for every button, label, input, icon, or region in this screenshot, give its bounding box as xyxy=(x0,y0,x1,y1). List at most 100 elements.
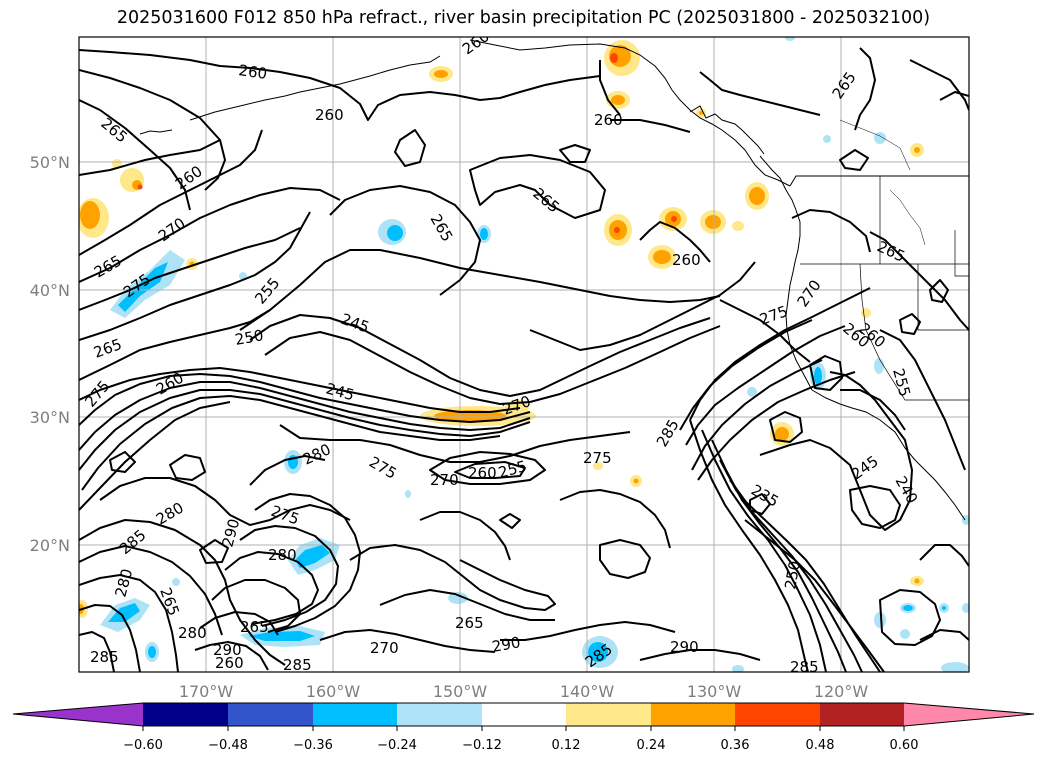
contour-line xyxy=(81,395,501,491)
contour-line xyxy=(701,429,827,672)
contour-line xyxy=(79,381,531,451)
contour-line xyxy=(79,139,221,176)
anomaly-patch xyxy=(900,603,916,613)
anomaly-patch xyxy=(910,576,924,586)
contour-label: 260 xyxy=(594,111,623,129)
anomaly-patch xyxy=(874,358,884,374)
lon-label: 120°W xyxy=(814,682,869,701)
border xyxy=(889,189,926,246)
colorbar-tick-label: −0.60 xyxy=(123,738,163,753)
contour-line xyxy=(249,455,326,486)
border xyxy=(917,264,969,331)
anomaly-patch xyxy=(120,168,144,192)
contour-line xyxy=(429,451,546,485)
contour-line xyxy=(199,611,279,636)
lat-label: 30°N xyxy=(30,408,70,427)
lat-label: 40°N xyxy=(30,281,70,300)
colorbar-segment xyxy=(482,703,566,726)
contour-line xyxy=(79,309,271,381)
contour-line xyxy=(419,511,511,561)
contour-line xyxy=(79,227,301,311)
contour-line xyxy=(79,49,601,121)
colorbar-segment xyxy=(13,703,143,726)
contour-line xyxy=(79,401,231,511)
contour-label: 290 xyxy=(670,638,699,656)
contour-line xyxy=(791,209,871,253)
colorbar-segment xyxy=(651,703,735,726)
contour-label: 250 xyxy=(234,326,265,349)
contour-line xyxy=(79,574,179,672)
contour-line xyxy=(499,513,521,529)
contour-label: 265 xyxy=(240,618,269,636)
anomaly-patch xyxy=(378,219,406,245)
contour-line xyxy=(79,211,311,341)
contour-line xyxy=(909,59,969,111)
contour-line xyxy=(454,461,526,479)
longitude-labels: 170°W 160°W 150°W 140°W 130°W 120°W xyxy=(179,682,869,701)
contour-line xyxy=(599,539,651,579)
coastline xyxy=(354,55,441,81)
contour-label: 260 xyxy=(237,61,268,83)
anomaly-patch xyxy=(874,132,886,144)
plot-frame xyxy=(78,36,970,673)
contour-line xyxy=(685,325,846,446)
anomaly-patch xyxy=(284,450,302,474)
anomaly-patch xyxy=(477,225,491,243)
contour-line xyxy=(249,314,711,397)
colorbar-tick-label: 0.60 xyxy=(890,738,919,753)
coastlines xyxy=(139,39,969,521)
contour-line xyxy=(639,649,761,661)
contour-line xyxy=(697,371,856,481)
contour-line xyxy=(679,319,813,431)
anomaly-patch xyxy=(874,612,886,628)
contour-line xyxy=(224,551,319,625)
contour-line xyxy=(939,91,969,101)
anomaly-patch xyxy=(700,210,726,234)
contour-line xyxy=(254,493,361,633)
contour-line xyxy=(749,493,771,515)
contour-line xyxy=(79,129,263,256)
anomaly-patch xyxy=(732,221,744,231)
contour-line xyxy=(264,325,721,405)
anomaly-patch xyxy=(172,578,180,586)
contour-label: 285 xyxy=(283,656,312,674)
anomaly-patch xyxy=(240,626,325,647)
colorbar-segment xyxy=(820,703,904,726)
contour-line xyxy=(854,47,876,131)
colorbar-tick-label: −0.48 xyxy=(208,738,248,753)
contour-line xyxy=(79,631,115,672)
contour-line xyxy=(279,424,631,463)
contour-line xyxy=(394,129,426,167)
colorbar-segment xyxy=(228,703,313,726)
map-title: 2025031600 F012 850 hPa refract., river … xyxy=(116,8,931,28)
positive-anomaly-patches xyxy=(79,40,924,618)
contour-line xyxy=(79,69,226,191)
anomaly-patch xyxy=(110,250,185,318)
colorbar: −0.60 −0.48 −0.36 −0.24 −0.12 0.12 0.24 … xyxy=(12,702,1035,753)
colorbar-segment xyxy=(397,703,482,726)
coastline xyxy=(811,389,966,521)
contour-line xyxy=(79,545,223,636)
contour-label: 290 xyxy=(491,633,522,656)
refractivity-contours xyxy=(79,47,969,672)
contour-line xyxy=(849,485,901,529)
anomaly-patch xyxy=(405,490,411,498)
contour-line xyxy=(79,389,531,471)
contour-line xyxy=(639,221,711,263)
colorbar-tick-label: 0.36 xyxy=(721,738,750,753)
contour-label: 250 xyxy=(781,559,804,590)
contour-line xyxy=(691,359,823,471)
anomaly-patch xyxy=(910,143,924,157)
contour-line xyxy=(109,451,136,473)
contour-line xyxy=(610,119,691,133)
colorbar-segment xyxy=(904,703,1034,726)
contour-line xyxy=(599,60,621,116)
colorbar-tick-label: 0.24 xyxy=(637,738,666,753)
anomaly-patch xyxy=(745,182,769,210)
contour-line xyxy=(79,187,341,283)
colorbar-tick-label: −0.12 xyxy=(462,738,502,753)
contour-line xyxy=(879,329,966,471)
contour-line xyxy=(79,519,286,666)
contour-label: 270 xyxy=(370,639,399,657)
